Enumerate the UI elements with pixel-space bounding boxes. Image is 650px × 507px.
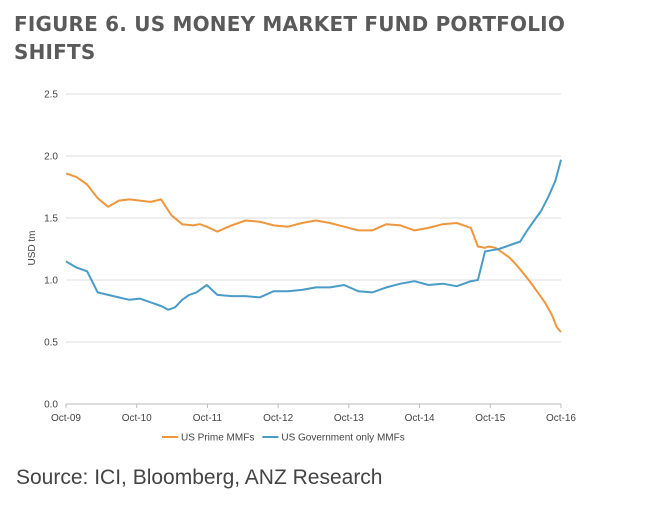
legend: US Prime MMFs US Government only MMFs xyxy=(162,433,405,444)
y-tick-label: 1.0 xyxy=(44,276,58,287)
source-note: Source: ICI, Bloomberg, ANZ Research xyxy=(16,466,383,489)
x-tick-label: Oct-09 xyxy=(51,413,81,424)
x-tick-labels: Oct-09 Oct-10 Oct-11 Oct-12 Oct-13 Oct-14 Oct-… xyxy=(51,404,576,424)
legend-label-2: US Government only MMFs xyxy=(281,433,404,444)
figure-title: FIGURE 6. US MONEY MARKET FUND PORTFOLIO… xyxy=(14,12,566,64)
x-tick-label: Oct-12 xyxy=(263,413,293,424)
gridlines xyxy=(66,93,561,343)
x-tick-label: Oct-11 xyxy=(193,413,223,424)
legend-label-1: US Prime MMFs xyxy=(181,433,254,444)
y-tick-label: 0.5 xyxy=(44,338,58,349)
line-chart: 0.00.51.01.52.02.5 Oct-09 Oct-10 Oct-11 Oct… xyxy=(27,90,576,444)
y-tick-label: 2.0 xyxy=(44,152,58,163)
y-tick-label: 2.5 xyxy=(44,90,58,101)
y-tick-label: 1.5 xyxy=(44,214,58,225)
x-tick-label: Oct-15 xyxy=(475,413,505,424)
series-line-1 xyxy=(65,172,562,333)
series-lines xyxy=(65,159,562,333)
x-tick-label: Oct-10 xyxy=(122,413,152,424)
y-tick-labels: 0.0 0.5 1.0 1.5 2.0 2.5 xyxy=(44,90,58,411)
x-tick-label: Oct-14 xyxy=(405,413,435,424)
series-line-2 xyxy=(65,159,562,311)
y-axis-label: USD tm xyxy=(27,231,38,266)
x-tick-label: Oct-16 xyxy=(546,413,576,424)
x-tick-label: Oct-13 xyxy=(334,413,364,424)
y-tick-label: 0.0 xyxy=(44,400,58,411)
